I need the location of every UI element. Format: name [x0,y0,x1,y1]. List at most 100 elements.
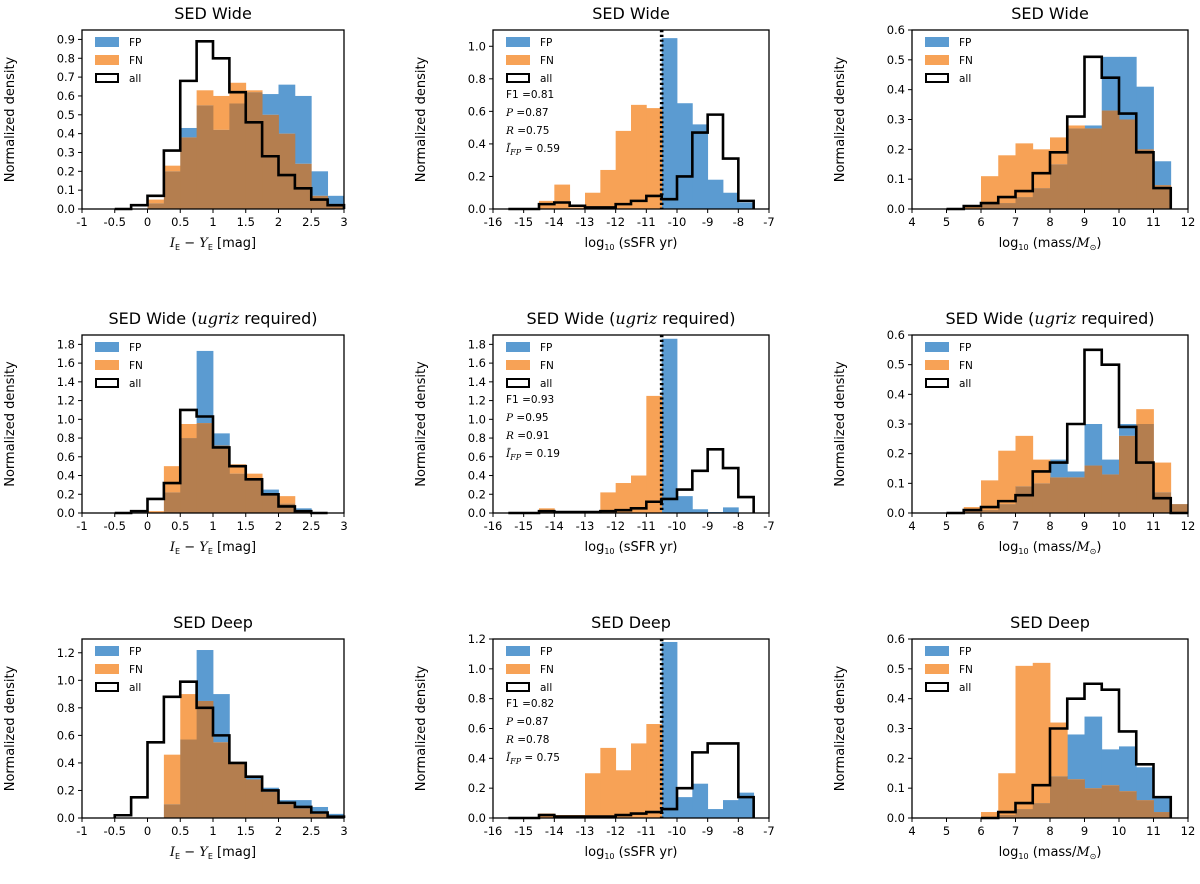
x-tick-label: -14 [545,215,564,229]
legend-swatch-fn [925,664,949,674]
fp-bar [327,813,345,817]
fn-bar [1015,435,1034,487]
fn-bar [1050,722,1068,777]
metric-name: P [505,412,516,424]
panel-title-text: SED Wide [526,309,604,328]
fn-bar [998,450,1016,505]
xlabel-unit: [mag] [213,540,256,555]
x-tick-label: 0.5 [171,519,189,533]
fn-bar [1136,409,1154,424]
y-tick-label: 0.6 [57,728,75,742]
fn-bar [196,90,214,106]
fn-bar [1067,125,1085,129]
fp-bar [1067,471,1085,478]
fp-bars [1084,56,1172,186]
metric-value: = 0.75 [521,752,560,764]
fn-bar [600,492,617,513]
fn-bars [981,662,1068,818]
overlap-bar [1050,164,1068,209]
fp-bars [180,84,345,206]
x-tick-label: 3 [340,519,347,533]
overlap-bar [213,129,230,209]
fn-bar [163,466,181,493]
fp-bar [311,806,329,814]
y-axis-label: Normalized density [414,56,429,182]
fp-bar [294,95,312,164]
panel-title-text: SED Wide [108,309,186,328]
x-tick-label: 0 [144,519,151,533]
x-tick-label: 3 [340,215,347,229]
overlap-bar [1101,785,1120,818]
y-tick-label: 0.8 [57,431,75,445]
fp-bar [294,800,312,809]
fp-bar [692,124,709,209]
xlabel-close: ) [1096,236,1101,251]
fp-bar [262,489,279,495]
x-axis-label: IE − YE [mag] [169,540,256,556]
y-tick-label: 1.6 [468,356,486,370]
fn-bars [147,424,296,513]
x-tick-label: 6 [977,215,984,229]
y-tick-label: 0.2 [57,783,75,797]
overlap-bar [213,742,230,818]
panel-title: SED Wide (ugriz required) [526,309,735,328]
legend-label: FN [540,360,554,372]
fn-bar [554,184,571,209]
metric-recall: R =0.78 [505,734,549,746]
all-step-line [508,113,755,211]
xlabel-log: log [585,236,605,251]
overlap-bar [1170,504,1189,513]
overlap-bar [327,205,345,209]
fn-bars [539,724,663,818]
y-tick-label: 0.0 [57,506,75,520]
fn-bar [213,95,230,130]
x-tick-label: -16 [484,519,503,533]
xlabel-quantity: (mass/ [1029,845,1077,860]
xlabel-quantity: (mass/ [1029,540,1077,555]
overlap-bar [245,779,263,818]
fp-bar [311,171,329,196]
x-tick-label: -11 [637,519,656,533]
legend-swatch-fn [95,55,119,65]
overlap-bar [1136,149,1154,209]
metric-value: = 0.19 [521,448,560,460]
legend-label: all [540,73,552,85]
panel-p10: SED Wide (ugriz required) -1 -0.5 0 0.5 1 1.5 2… [3,309,348,556]
x-tick-label: -1 [76,215,87,229]
all-step-line [946,348,1188,515]
overlap-bar [294,808,312,818]
fn-bar [585,773,601,818]
xlabel-log: log [999,236,1019,251]
y-tick-label: 0.7 [57,70,75,84]
x-tick-label: -13 [576,519,595,533]
metric-value: =0.87 [516,107,548,119]
x-tick-label: 1.5 [237,824,255,838]
panel-title-text: SED Wide [174,4,252,23]
x-tick-label: 8 [1046,215,1053,229]
fp-bar [1153,797,1172,813]
panel-title-math: ugriz [1034,309,1076,328]
fn-bar [1050,137,1068,165]
fp-bars [196,650,345,817]
x-tick-label: 9 [1081,519,1088,533]
legend-swatch-fp [95,37,119,47]
y-tick-label: 0.2 [468,781,486,795]
legend-swatch-all [506,682,530,692]
y-axis-label: Normalized density [414,361,429,487]
panel-title: SED Wide [592,4,670,23]
x-tick-label: 12 [1181,824,1196,838]
y-tick-label: 0.0 [887,202,905,216]
legend-label: FN [959,360,973,372]
overlap-bar [196,105,214,209]
panel-title-text: SED Deep [173,613,253,632]
fn-bar [147,199,165,204]
fp-bar [180,127,198,138]
fn-bars [963,409,1172,511]
legend-swatch-fn [925,360,949,370]
overlap-bar [1032,803,1051,818]
metric-name: P [505,107,516,119]
x-tick-label: 7 [1012,215,1019,229]
x-tick-label: 0.5 [171,824,189,838]
x-axis-label: log10 (sSFR yr) [585,540,678,556]
y-tick-label: 0.5 [887,53,905,67]
